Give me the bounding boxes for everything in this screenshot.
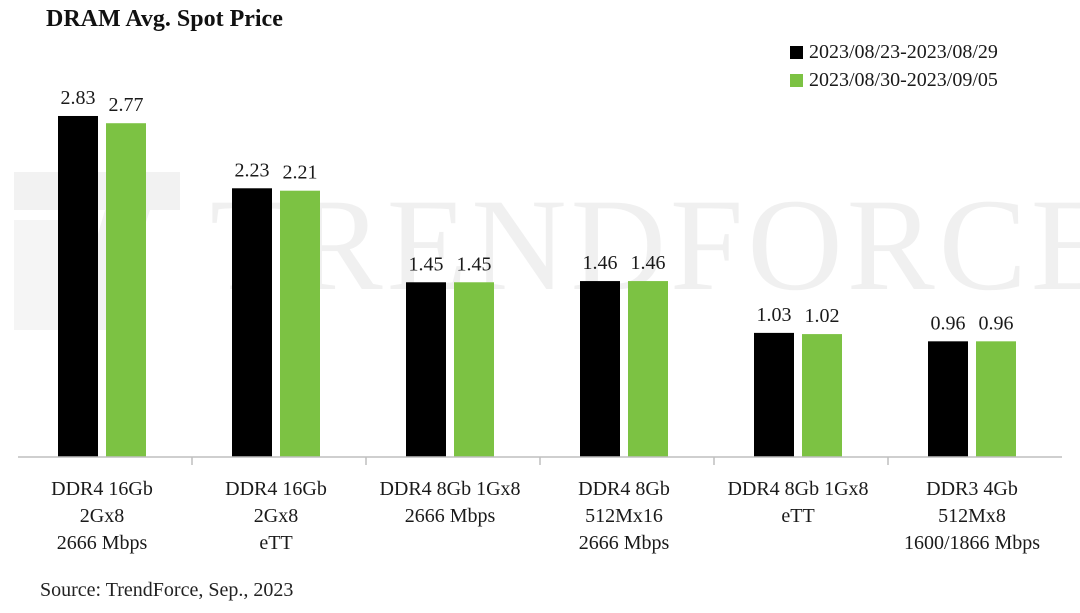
data-label-series-1-cat-4: 1.46 [583, 252, 618, 274]
category-label-5: DDR4 8Gb 1Gx8 eTT [727, 478, 869, 527]
bar-series-1-cat-3 [406, 282, 446, 457]
value-labels-group: 2.83 2.77 2.23 2.21 1.45 1.45 1.46 1.46 1.03 1.02… [61, 87, 1014, 334]
category-label-2: DDR4 16Gb 2Gx8 eTT [225, 478, 327, 554]
bar-series-2-cat-3 [454, 282, 494, 457]
bar-series-1-cat-2 [232, 188, 272, 457]
data-label-series-2-cat-5: 1.02 [805, 305, 840, 327]
data-label-series-1-cat-3: 1.45 [409, 253, 444, 275]
legend-label-series-1: 2023/08/23-2023/08/29 [809, 41, 998, 63]
data-label-series-2-cat-2: 2.21 [283, 162, 318, 184]
x-axis-ticks [191, 457, 889, 465]
data-label-series-1-cat-5: 1.03 [757, 304, 792, 326]
bar-series-1-cat-6 [928, 341, 968, 457]
legend-swatch-series-2 [790, 73, 803, 87]
bar-series-1-cat-1 [58, 115, 98, 458]
bar-series-2-cat-1 [106, 123, 146, 457]
bar-series-2-cat-2 [280, 190, 320, 457]
category-label-1: DDR4 16Gb 2Gx8 2666 Mbps [51, 478, 153, 554]
bar-series-1-cat-5 [754, 332, 794, 457]
category-label-4: DDR4 8Gb 512Mx16 2666 Mbps [578, 478, 670, 554]
category-label-3: DDR4 8Gb 1Gx8 2666 Mbps [379, 478, 521, 527]
data-label-series-2-cat-4: 1.46 [631, 252, 666, 274]
bar-series-2-cat-5 [802, 334, 842, 457]
legend-item-series-1: 2023/08/23-2023/08/29 [790, 38, 998, 66]
legend: 2023/08/23-2023/08/29 2023/08/30-2023/09… [790, 38, 998, 94]
data-label-series-2-cat-3: 1.45 [457, 253, 492, 275]
source-note: Source: TrendForce, Sep., 2023 [40, 579, 294, 601]
bar-series-2-cat-4 [628, 281, 668, 457]
legend-label-series-2: 2023/08/30-2023/09/05 [809, 69, 998, 91]
bars-group [58, 115, 1016, 458]
legend-item-series-2: 2023/08/30-2023/09/05 [790, 66, 998, 94]
data-label-series-1-cat-2: 2.23 [235, 159, 270, 181]
bar-series-1-cat-4 [580, 281, 620, 457]
chart-title: DRAM Avg. Spot Price [46, 6, 283, 32]
data-label-series-1-cat-1: 2.83 [61, 87, 96, 109]
bar-series-2-cat-6 [976, 341, 1016, 457]
data-label-series-2-cat-1: 2.77 [109, 94, 144, 116]
category-label-6: DDR3 4Gb 512Mx8 1600/1866 Mbps [903, 478, 1041, 554]
data-label-series-1-cat-6: 0.96 [931, 312, 966, 334]
legend-swatch-series-1 [790, 45, 803, 59]
data-label-series-2-cat-6: 0.96 [979, 312, 1014, 334]
